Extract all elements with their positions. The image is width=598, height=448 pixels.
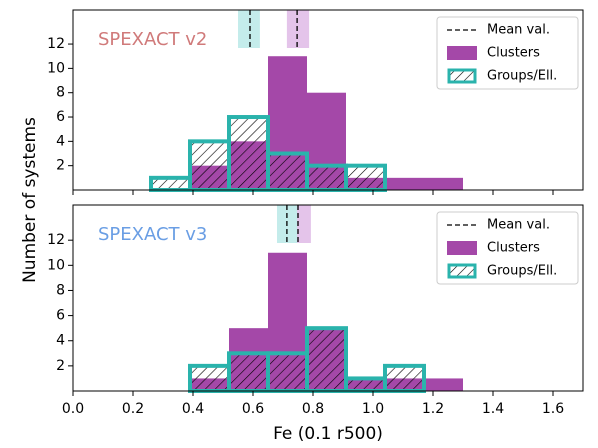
mean-band — [286, 10, 310, 48]
panel-title: SPEXACT v3 — [98, 224, 207, 245]
mean-band — [238, 10, 260, 48]
group-bar — [305, 326, 348, 394]
group-bar — [383, 363, 426, 394]
x-tick-label: 0.8 — [302, 401, 324, 417]
group-bar — [266, 351, 309, 394]
y-tick-label: 12 — [47, 36, 65, 52]
group-bar — [266, 151, 309, 193]
x-tick-label: 0.6 — [242, 401, 264, 417]
y-tick-label: 10 — [47, 60, 65, 76]
legend-swatch — [447, 68, 477, 84]
legend-label: Mean val. — [487, 23, 550, 38]
cluster-bar — [385, 177, 424, 190]
cluster-bar — [424, 378, 463, 391]
axes-frame — [72, 9, 584, 191]
y-tick-label: 4 — [56, 133, 65, 149]
group-bar — [227, 115, 270, 192]
legend-label: Mean val. — [487, 218, 550, 233]
y-tick-label: 12 — [47, 232, 65, 248]
y-tick-label: 6 — [56, 308, 65, 324]
x-tick-label: 1.2 — [422, 401, 444, 417]
x-tick-label: 1.4 — [482, 401, 504, 417]
group-bar — [188, 139, 231, 192]
group-bar — [227, 351, 270, 394]
y-tick-label: 8 — [56, 282, 65, 298]
x-axis-label: Fe (0.1 r500) — [273, 424, 383, 444]
y-tick-label: 10 — [47, 257, 65, 273]
group-bar — [344, 163, 387, 192]
y-tick-label: 2 — [56, 358, 65, 374]
y-axis-label: Number of systems — [20, 117, 40, 283]
legend-label: Clusters — [487, 46, 540, 61]
legend-swatch — [447, 241, 477, 255]
y-tick-label: 4 — [56, 333, 65, 349]
group-bar — [149, 175, 192, 193]
group-bar — [344, 376, 387, 394]
x-tick-label: 0.2 — [122, 401, 144, 417]
legend-swatch — [447, 263, 477, 279]
x-tick-label: 0.4 — [182, 401, 204, 417]
x-tick-label: 1.6 — [542, 401, 564, 417]
group-bar — [188, 363, 231, 394]
legend-label: Groups/Ell. — [487, 264, 557, 279]
x-tick-label: 1.0 — [362, 401, 384, 417]
legend-label: Clusters — [487, 241, 540, 256]
y-tick-label: 8 — [56, 85, 65, 101]
panel-title: SPEXACT v2 — [98, 29, 207, 50]
axes-frame — [72, 204, 584, 392]
legend-label: Groups/Ell. — [487, 69, 557, 84]
cluster-bar — [424, 177, 463, 190]
legend-swatch — [447, 46, 477, 60]
x-tick-label: 0.0 — [62, 401, 84, 417]
y-tick-label: 2 — [56, 158, 65, 174]
group-bar — [305, 163, 348, 192]
y-tick-label: 6 — [56, 109, 65, 125]
